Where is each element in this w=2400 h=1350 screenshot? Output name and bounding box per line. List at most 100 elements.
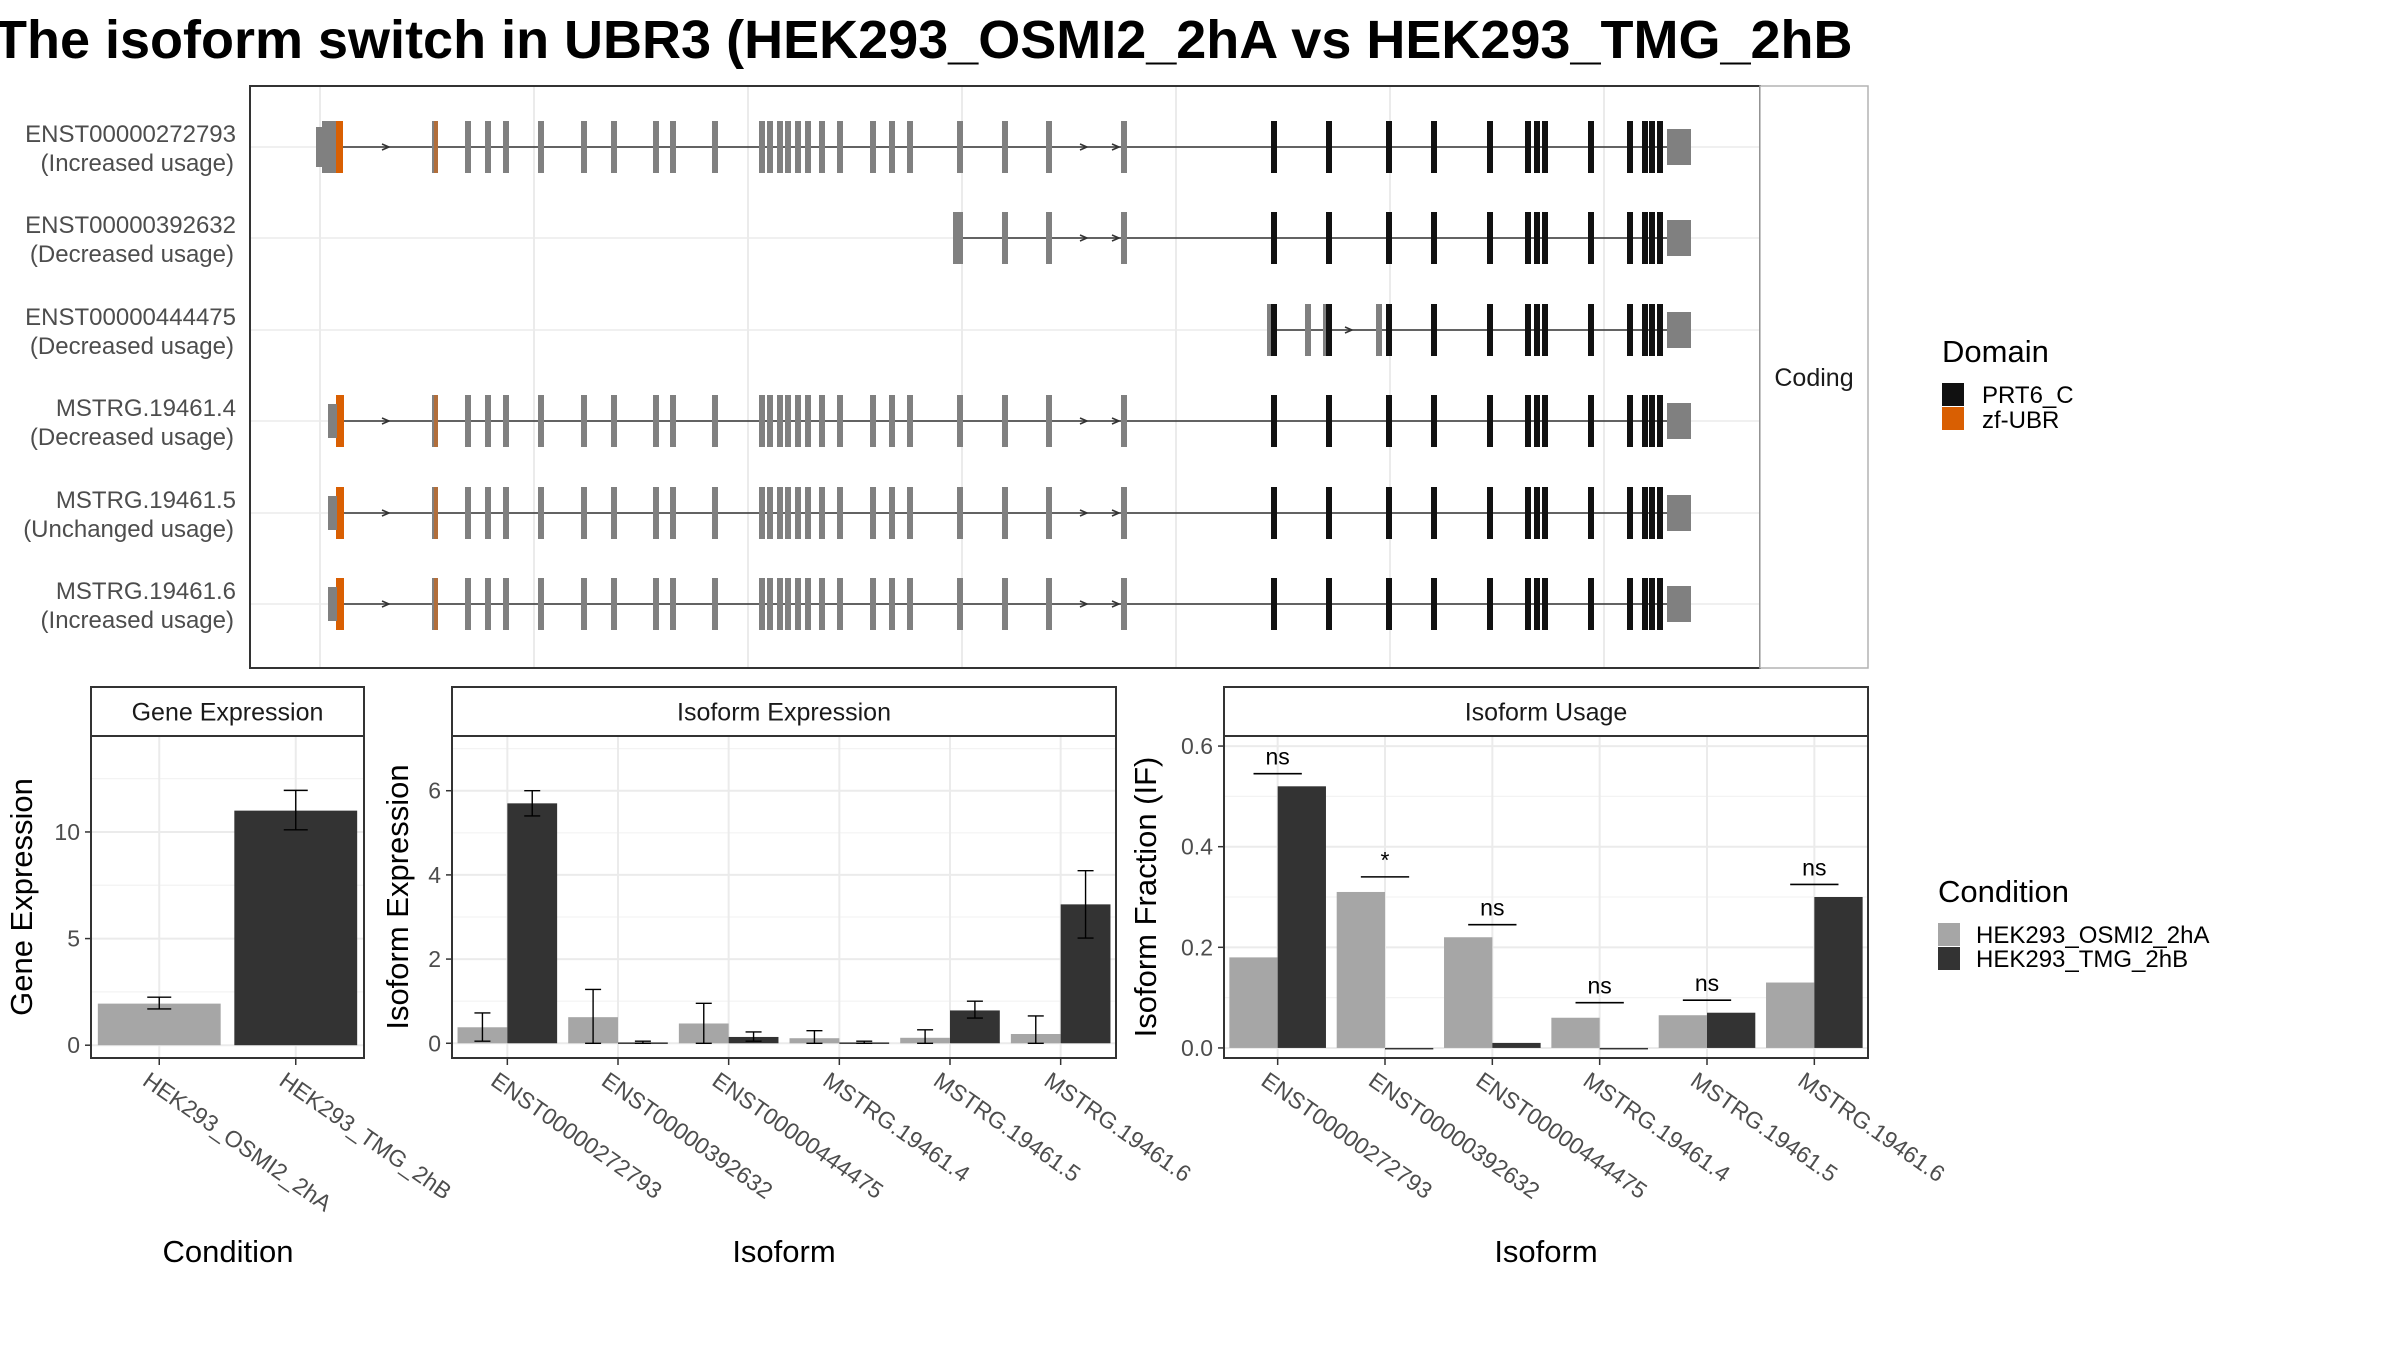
coding-exon (777, 395, 783, 447)
intron-direction-arrow (381, 417, 391, 425)
coding-exon (767, 395, 773, 447)
zfubr-domain-exon (434, 395, 438, 447)
coding-exon (759, 487, 765, 539)
prt6c-domain-exon (1271, 395, 1277, 447)
x-axis-title: Isoform (1494, 1234, 1597, 1269)
prt6c-domain-exon (1487, 578, 1493, 630)
prt6c-domain-exon (1534, 395, 1540, 447)
significance-label: * (1381, 847, 1390, 873)
prt6c-domain-exon (1649, 304, 1655, 356)
coding-exon (805, 121, 811, 173)
zfubr-domain-exon (336, 395, 344, 447)
coding-exon (795, 395, 801, 447)
prt6c-domain-exon (1588, 212, 1594, 264)
coding-exon (1046, 212, 1052, 264)
coding-exon (1121, 212, 1127, 264)
coding-exon (581, 487, 587, 539)
coding-exon (957, 487, 963, 539)
coding-exon (819, 121, 825, 173)
coding-exon (805, 487, 811, 539)
transcript-usage: (Increased usage) (41, 150, 234, 177)
prt6c-domain-exon (1326, 578, 1332, 630)
prt6c-domain-exon (1386, 395, 1392, 447)
transcript-labels: ENST00000272793 (Increased usage) ENST00… (23, 121, 236, 634)
coding-exon (889, 395, 895, 447)
y-tick-label: 4 (428, 862, 441, 888)
coding-exon (1121, 121, 1127, 173)
coding-exon (759, 395, 765, 447)
coding-exon (485, 395, 491, 447)
bar (1766, 982, 1815, 1048)
coding-exon (837, 121, 843, 173)
coding-exon (795, 487, 801, 539)
legend-swatch-prt6c (1942, 383, 1964, 406)
prt6c-domain-exon (1542, 487, 1548, 539)
bar (1229, 957, 1278, 1048)
transcript-usage: (Unchanged usage) (23, 516, 234, 543)
coding-exon (1002, 212, 1008, 264)
prt6c-domain-exon (1487, 304, 1493, 356)
coding-exon (485, 578, 491, 630)
coding-exon (819, 578, 825, 630)
prt6c-domain-exon (1588, 395, 1594, 447)
bar (1277, 786, 1326, 1048)
utr-3prime (1667, 586, 1691, 622)
zfubr-domain-exon (434, 578, 438, 630)
significance-label: ns (1588, 973, 1612, 999)
intron-direction-arrow (1111, 234, 1121, 242)
legend-swatch-cond-b (1938, 947, 1960, 970)
coding-exon (777, 487, 783, 539)
y-tick-label: 6 (428, 778, 441, 804)
legend-label-zfubr: zf-UBR (1982, 407, 2059, 434)
utr-5prime (328, 496, 337, 530)
zfubr-domain-exon (335, 121, 343, 173)
bar (1444, 937, 1493, 1048)
y-tick-label: 5 (67, 926, 80, 952)
coding-exon (653, 487, 659, 539)
prt6c-domain-exon (1542, 395, 1548, 447)
structure-strip-label: Coding (1774, 364, 1853, 392)
prt6c-domain-exon (1534, 487, 1540, 539)
structure-panel-background (250, 86, 1760, 668)
prt6c-domain-exon (1386, 304, 1392, 356)
legend-label-cond-b: HEK293_TMG_2hB (1976, 946, 2188, 973)
isoform-usage-panel: 0.0 0.2 0.4 0.6 ns * ns ns ns ns Isoform Usage ENST… (1128, 686, 1950, 1269)
structure-tracks (316, 121, 1691, 630)
transcript-track (328, 578, 1691, 630)
significance-label: ns (1480, 895, 1504, 921)
coding-exon (785, 395, 791, 447)
prt6c-domain-exon (1649, 578, 1655, 630)
prt6c-domain-exon (1657, 487, 1663, 539)
coding-exon (1002, 487, 1008, 539)
coding-exon (465, 121, 471, 173)
coding-exon (611, 395, 617, 447)
coding-exon (653, 395, 659, 447)
intron-direction-arrow (381, 600, 391, 608)
coding-exon (837, 578, 843, 630)
utr-3prime (1667, 403, 1691, 439)
prt6c-domain-exon (1271, 121, 1277, 173)
transcript-name: MSTRG.19461.4 (56, 395, 236, 422)
intron-direction-arrow (1079, 234, 1089, 242)
y-tick-label: 0.2 (1181, 934, 1213, 960)
coding-exon (503, 578, 509, 630)
bar (1336, 891, 1385, 1048)
prt6c-domain-exon (1431, 487, 1437, 539)
utr-3prime (1667, 129, 1691, 165)
coding-exon (907, 121, 913, 173)
prt6c-domain-exon (1588, 578, 1594, 630)
coding-exon (485, 121, 491, 173)
y-tick-label: 0.0 (1181, 1035, 1213, 1061)
zfubr-domain-exon (336, 487, 344, 539)
prt6c-domain-exon (1386, 578, 1392, 630)
coding-exon (465, 487, 471, 539)
bar (1658, 1015, 1707, 1048)
prt6c-domain-exon (1542, 578, 1548, 630)
transcript-track (1267, 304, 1691, 356)
transcript-track (316, 121, 1691, 173)
prt6c-domain-exon (1642, 121, 1648, 173)
coding-exon (907, 578, 913, 630)
intron-direction-arrow (1079, 417, 1089, 425)
